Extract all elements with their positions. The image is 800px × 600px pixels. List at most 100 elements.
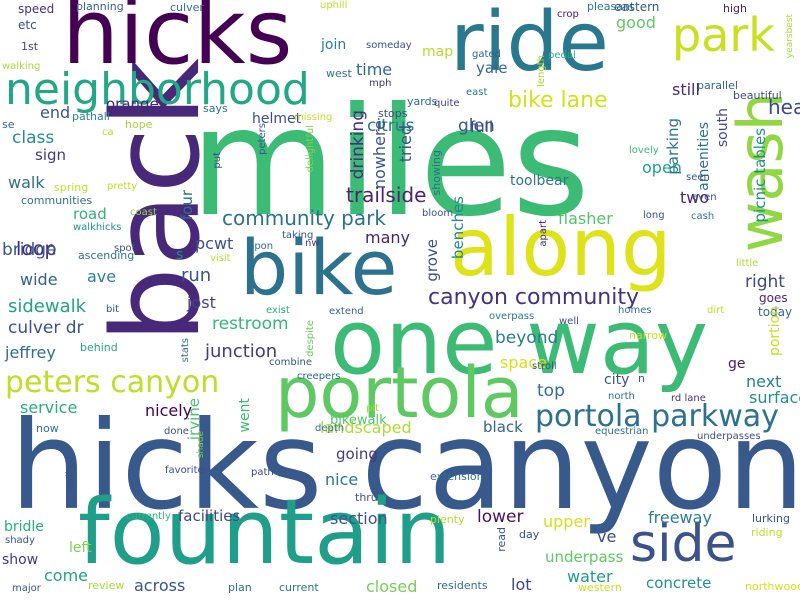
cloud-word: visit — [210, 253, 231, 264]
cloud-word: trailside — [346, 183, 427, 207]
cloud-word: road — [73, 205, 107, 223]
cloud-word: uphill — [320, 0, 348, 11]
cloud-word: plenty — [430, 513, 465, 526]
cloud-word: rd lane — [671, 393, 706, 404]
cloud-word: read — [495, 527, 508, 552]
cloud-word: ascending — [78, 249, 135, 262]
cloud-word: landscaped — [320, 418, 412, 437]
cloud-word: creepers — [297, 371, 341, 382]
cloud-word: walkhicks — [73, 222, 122, 233]
cloud-word: parking — [664, 118, 682, 175]
cloud-word: ge — [728, 356, 746, 372]
cloud-word: beyond — [495, 328, 559, 348]
cloud-word: junction — [205, 341, 278, 362]
cloud-word: going — [336, 445, 378, 463]
cloud-word: yards — [407, 95, 438, 108]
cloud-word: still — [672, 80, 700, 99]
cloud-word: bridle — [4, 519, 44, 535]
cloud-word: upper — [543, 512, 590, 531]
cloud-word: portola parkway — [535, 399, 779, 434]
cloud-word: join — [321, 37, 347, 53]
cloud-word: fountain — [78, 480, 452, 585]
cloud-word: went — [237, 398, 253, 433]
cloud-word: canyon community — [428, 285, 639, 310]
cloud-word: helmet — [252, 111, 302, 127]
cloud-word: crop — [557, 9, 579, 20]
cloud-word: service — [20, 398, 78, 417]
cloud-word: despite — [305, 320, 316, 357]
cloud-word: coast — [130, 207, 157, 218]
cloud-word: end — [40, 103, 71, 122]
cloud-word: goes — [759, 291, 788, 305]
cloud-word: mph — [369, 78, 392, 89]
cloud-word: concrete — [646, 574, 712, 592]
cloud-word: stats — [180, 338, 191, 363]
cloud-word: missing — [294, 112, 333, 123]
cloud-word: north — [608, 391, 635, 402]
cloud-word: lovely — [629, 145, 659, 156]
cloud-word: next — [746, 372, 782, 391]
cloud-word: riding — [751, 526, 783, 539]
cloud-word: flasher — [558, 209, 613, 228]
cloud-word: shade — [196, 431, 206, 459]
cloud-word: tried — [396, 125, 415, 163]
cloud-word: underpasses — [697, 431, 761, 442]
cloud-word: se — [2, 118, 15, 131]
cloud-word: pathall — [72, 110, 110, 123]
cloud-word: portola — [275, 352, 524, 434]
cloud-word: exist — [266, 305, 290, 316]
cloud-word: toolbear — [510, 173, 569, 189]
cloud-word: today — [758, 305, 793, 319]
cloud-word: pcwt — [195, 234, 234, 253]
cloud-word: quite — [434, 98, 460, 109]
cloud-word: sidewalk — [8, 296, 87, 317]
cloud-word: sign — [35, 146, 67, 164]
cloud-word: favorite — [165, 465, 204, 476]
cloud-word: lurking — [752, 512, 790, 525]
cloud-word: high — [723, 2, 747, 15]
cloud-word: spring — [54, 181, 89, 194]
cloud-word: apart — [538, 220, 549, 247]
cloud-word: currently — [126, 511, 171, 522]
cloud-word: review — [88, 579, 125, 592]
cloud-word: taking — [282, 230, 314, 241]
cloud-word: length — [536, 55, 547, 87]
cloud-word: west — [326, 67, 352, 80]
cloud-word: portion — [767, 306, 783, 357]
cloud-word: narrow — [629, 329, 668, 342]
cloud-word: south — [715, 108, 731, 148]
cloud-word: nice — [325, 470, 359, 489]
cloud-word: ave — [87, 267, 117, 286]
cloud-word: side — [630, 514, 737, 574]
cloud-word: major — [12, 583, 41, 594]
cloud-word: nowhere — [370, 120, 389, 190]
cloud-word: ride — [450, 0, 609, 90]
cloud-word: bloom — [422, 208, 454, 219]
cloud-word: little — [736, 258, 759, 269]
cloud-word: water — [567, 567, 613, 586]
cloud-word: bit — [106, 304, 120, 315]
cloud-word: spot — [114, 243, 136, 254]
cloud-word: stops — [378, 107, 408, 120]
cloud-word: dirt — [707, 305, 725, 316]
cloud-word: cash — [691, 211, 715, 222]
cloud-word: gated — [472, 49, 501, 60]
cloud-word: etc — [18, 18, 37, 32]
cloud-word: hope — [125, 118, 153, 131]
cloud-word: across — [134, 576, 186, 595]
cloud-word: restroom — [212, 314, 289, 334]
cloud-word: closed — [366, 577, 418, 596]
cloud-word: community park — [222, 206, 386, 230]
cloud-word: jeffrey — [5, 343, 56, 362]
cloud-word: bike lane — [508, 88, 608, 113]
cloud-word: done — [164, 426, 189, 437]
cloud-word: hicks — [62, 0, 293, 85]
cloud-word: surface — [749, 388, 800, 407]
cloud-word: drinking — [348, 110, 368, 180]
cloud-word: pit — [366, 403, 380, 414]
cloud-word: homes — [618, 305, 652, 316]
cloud-word: equestrian — [595, 426, 649, 437]
cloud-word: northwood — [745, 580, 800, 593]
cloud-word: peters — [257, 123, 268, 155]
